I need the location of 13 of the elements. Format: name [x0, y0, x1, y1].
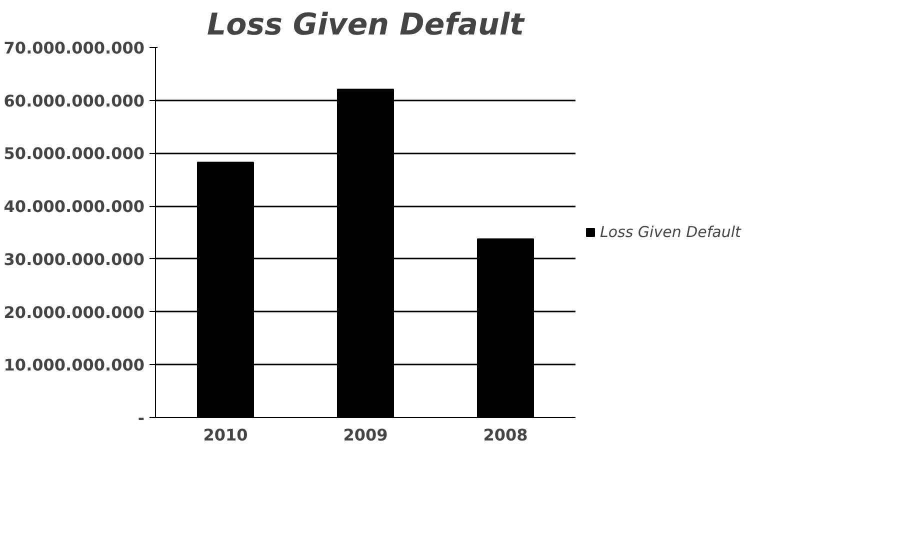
- x-tick-label: 2010: [203, 426, 248, 444]
- y-tick-label: 20.000.000.000: [4, 302, 145, 322]
- x-tick-label: 2008: [483, 426, 528, 444]
- y-tick-label: 40.000.000.000: [4, 197, 145, 216]
- y-tick-label: 70.000.000.000: [4, 38, 145, 58]
- x-tick-label: 2009: [343, 426, 388, 444]
- y-tick-label: 10.000.000.000: [4, 356, 145, 375]
- y-tick-label: 30.000.000.000: [4, 250, 145, 269]
- chart-title: Loss Given Default: [206, 8, 526, 42]
- y-tick-label: 60.000.000.000: [4, 91, 145, 110]
- legend-label: Loss Given Default: [600, 223, 741, 241]
- y-tick-label: 50.000.000.000: [4, 144, 145, 164]
- y-tick-label: -: [138, 408, 144, 428]
